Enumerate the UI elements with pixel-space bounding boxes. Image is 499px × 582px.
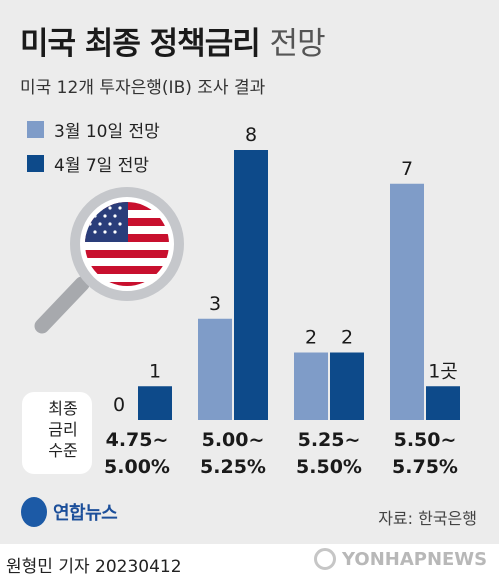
bar-march-3: [390, 183, 424, 420]
category-label-3-line2: 5.75%: [392, 456, 458, 478]
bar-april-0: [138, 386, 172, 420]
bar-labels-group: 0 1 3 8 2 2 7 1곳: [113, 124, 458, 416]
bar-value-label-march-2: 2: [305, 327, 317, 349]
bars-group: [138, 150, 460, 420]
bar-april-3: [426, 386, 460, 420]
source-note: 자료: 한국은행: [378, 509, 477, 528]
yonhap-logo: 연합뉴스: [21, 497, 118, 527]
category-label-1-line2: 5.25%: [200, 456, 266, 478]
yonhap-logo-icon: [21, 497, 47, 527]
bar-april-1: [234, 150, 268, 420]
bar-value-label-april-0: 1: [149, 360, 161, 382]
bar-chart: 0 1 3 8 2 2 7 1곳 4.75~ 5.00% 5.00~ 5.25% 5.25~ 5.50%…: [34, 124, 460, 478]
category-label-2-line2: 5.50%: [296, 456, 362, 478]
logo-text: 연합뉴스: [53, 503, 118, 524]
legend-label-march: 3월 10일 전망: [54, 122, 160, 142]
magnifier-handle: [34, 276, 90, 334]
legend-item-april: 4월 7일 전망: [27, 151, 149, 176]
category-label-3-line1: 5.50~: [394, 429, 457, 451]
title-main: 미국 최종 정책금리: [20, 26, 261, 62]
subtitle: 미국 12개 투자은행(IB) 조사 결과: [20, 78, 266, 98]
legend-label-april: 4월 7일 전망: [54, 156, 149, 176]
bar-april-2: [330, 352, 364, 420]
footer-strip: [0, 544, 499, 582]
bar-value-label-march-3: 7: [401, 158, 413, 180]
agency-name: YONHAPNEWS: [342, 548, 488, 570]
category-label-2-line1: 5.25~: [298, 429, 361, 451]
row-label-box: [22, 392, 92, 474]
bar-march-1: [198, 318, 232, 420]
category-labels-group: 4.75~ 5.00% 5.00~ 5.25% 5.25~ 5.50% 5.50~ 5.75%: [104, 429, 458, 478]
page-title: 미국 최종 정책금리 전망: [20, 18, 326, 63]
agency-logo-icon: [314, 548, 336, 570]
row-label-line1: 최종: [48, 399, 78, 418]
category-label-0-line2: 5.00%: [104, 456, 170, 478]
category-label-1-line1: 5.00~: [202, 429, 265, 451]
category-label-0-line1: 4.75~: [106, 429, 169, 451]
agency-watermark: YONHAPNEWS: [314, 548, 487, 570]
bar-value-label-april-2: 2: [341, 327, 353, 349]
row-label: 최종 금리 수준: [34, 398, 92, 461]
bar-march-2: [294, 352, 328, 420]
bar-value-label-march-0: 0: [113, 394, 125, 416]
title-light: 전망: [269, 26, 326, 62]
row-label-line3: 수준: [48, 441, 78, 460]
author-credit: 원형민 기자 20230412: [6, 557, 182, 577]
legend-item-march: 3월 10일 전망: [27, 117, 160, 142]
magnifier-icon: [34, 187, 184, 334]
legend-swatch-april: [27, 155, 44, 172]
bar-value-label-march-1: 3: [209, 293, 221, 315]
us-flag-icon: [85, 202, 169, 286]
bar-value-label-april-3: 1곳: [428, 360, 458, 382]
legend-swatch-march: [27, 121, 44, 138]
row-label-line2: 금리: [48, 420, 78, 439]
bar-value-label-april-1: 8: [245, 124, 257, 146]
